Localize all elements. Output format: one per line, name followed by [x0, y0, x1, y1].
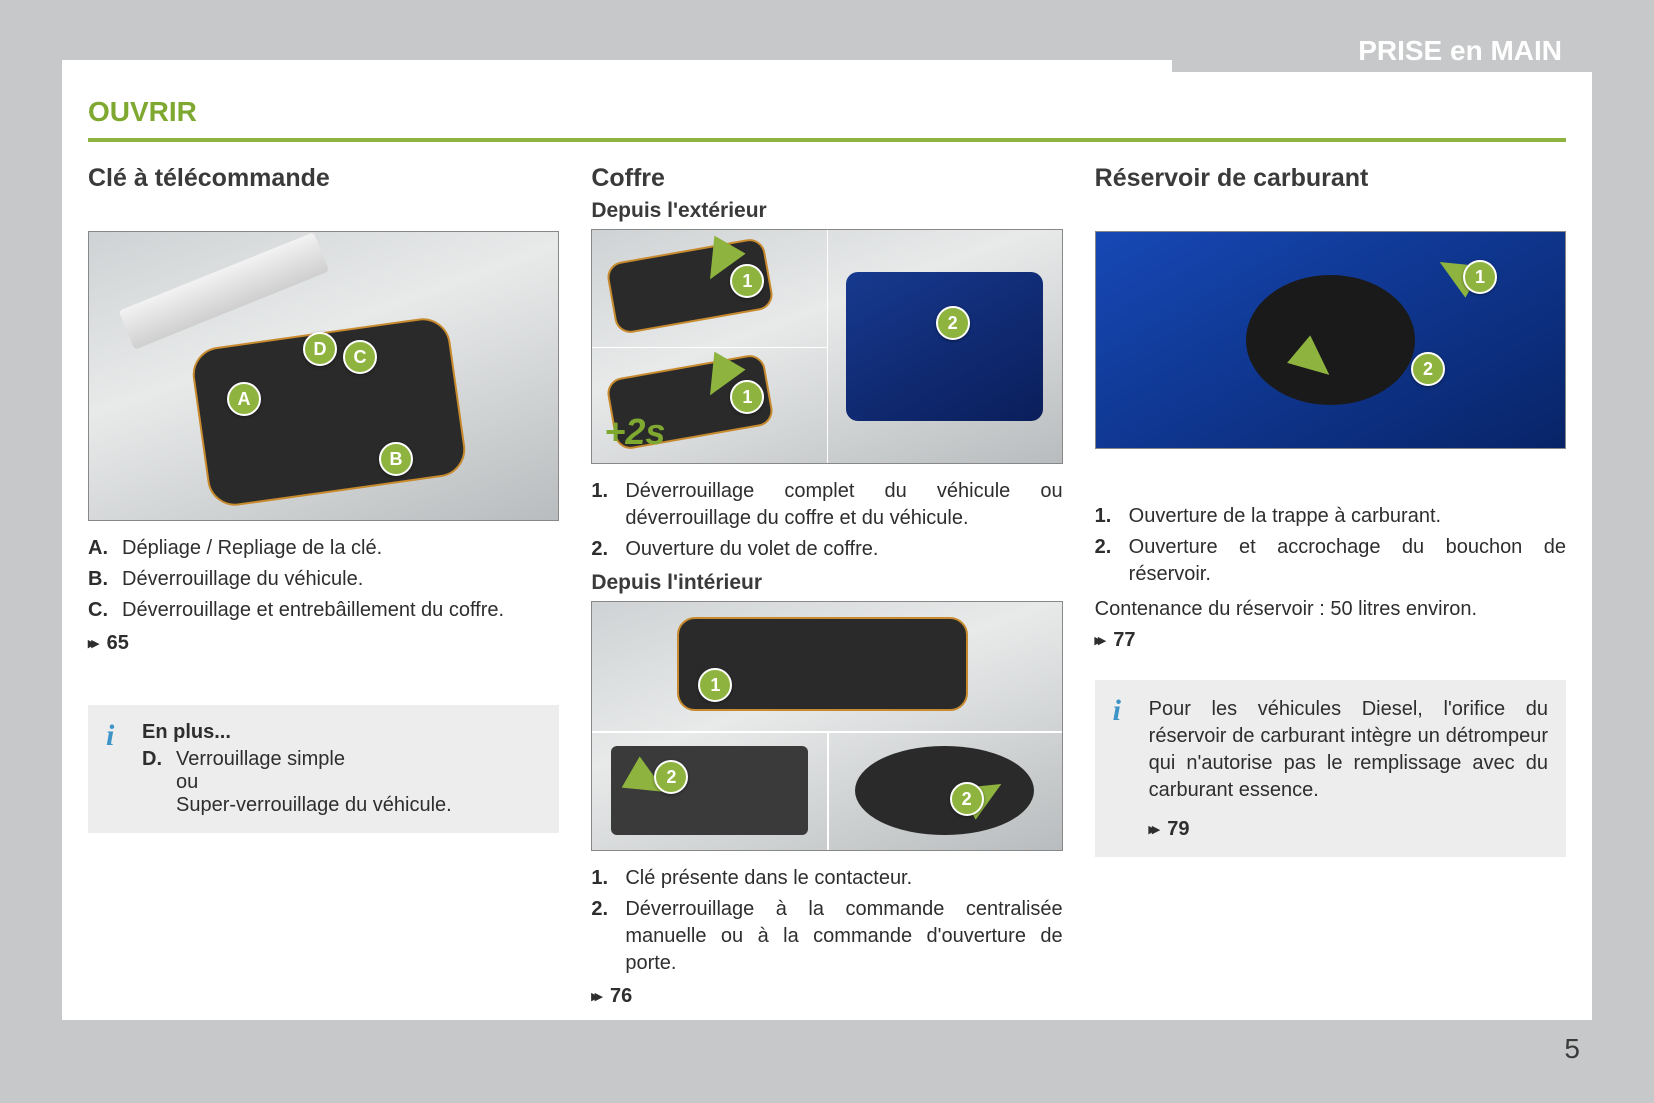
- item-label: C.: [88, 597, 122, 624]
- key-illustration: A B C D: [88, 231, 559, 521]
- page-content: OUVRIR Clé à télécommande A B C D A.Dépl…: [62, 60, 1592, 1028]
- trunk-int-illustration: 1 2 2: [591, 601, 1062, 851]
- ref-number: 79: [1167, 818, 1189, 840]
- item-text: Clé présente dans le contacteur.: [625, 865, 912, 892]
- columns: Clé à télécommande A B C D A.Dépliage / …: [88, 164, 1566, 1008]
- car-rear-shape: [846, 272, 1043, 421]
- info-box-key: i En plus... D.Verrouillage simple ou Su…: [88, 705, 559, 833]
- item-label: 1.: [591, 865, 625, 892]
- item-label: 2.: [591, 896, 625, 977]
- marker-d: D: [303, 332, 337, 366]
- section-title: OUVRIR: [88, 96, 1566, 128]
- info-icon: i: [1113, 694, 1121, 728]
- marker-a: A: [227, 382, 261, 416]
- ref-number: 77: [1113, 629, 1135, 651]
- info-d-text: Verrouillage simple: [176, 748, 345, 771]
- door-handle-shape: [855, 746, 1033, 835]
- marker-1: 1: [1463, 260, 1497, 294]
- col1-title: Clé à télécommande: [88, 164, 559, 193]
- col2-int-list: 1.Clé présente dans le contacteur. 2.Dév…: [591, 865, 1062, 977]
- list-item: C.Déverrouillage et entrebâillement du c…: [88, 597, 559, 624]
- item-text: Ouverture et accrochage du bouchon de ré…: [1129, 534, 1566, 588]
- ref-arrow-icon: ▸▸: [1095, 631, 1102, 649]
- list-item: B.Déverrouillage du véhicule.: [88, 566, 559, 593]
- fuel-illustration: 1 2: [1095, 231, 1566, 449]
- ref-arrow-icon: ▸▸: [1149, 820, 1156, 838]
- fuel-capacity: Contenance du réservoir : 50 litres envi…: [1095, 596, 1566, 623]
- list-item: 2.Déverrouillage à la commande centralis…: [591, 896, 1062, 977]
- col2-sub1: Depuis l'extérieur: [591, 199, 1062, 223]
- marker-c: C: [343, 340, 377, 374]
- page-ref: ▸▸ 79: [1149, 818, 1548, 841]
- list-item: A.Dépliage / Repliage de la clé.: [88, 535, 559, 562]
- col2-title: Coffre: [591, 164, 1062, 193]
- marker-2b: 2: [950, 782, 984, 816]
- page-ref: ▸▸ 77: [1095, 629, 1566, 652]
- divider: [592, 347, 827, 348]
- fuel-cap-shape: [1246, 275, 1415, 405]
- item-text: Ouverture de la trappe à carburant.: [1129, 503, 1441, 530]
- col3-title: Réservoir de carburant: [1095, 164, 1566, 193]
- two-seconds-label: +2s: [604, 411, 665, 453]
- item-label: 2.: [1095, 534, 1129, 588]
- marker-2: 2: [1411, 352, 1445, 386]
- info-icon: i: [106, 719, 114, 753]
- col-key: Clé à télécommande A B C D A.Dépliage / …: [88, 164, 559, 1008]
- col2-sub2: Depuis l'intérieur: [591, 571, 1062, 595]
- item-label: 1.: [591, 478, 625, 532]
- item-text: Déverrouillage complet du véhicule ou dé…: [625, 478, 1062, 532]
- marker-b: B: [379, 442, 413, 476]
- ref-number: 76: [610, 985, 632, 1007]
- trunk-ext-illustration: 1 1 2 +2s: [591, 229, 1062, 464]
- page-ref: ▸▸ 65: [88, 632, 559, 655]
- info-box-fuel: i Pour les véhicules Diesel, l'orifice d…: [1095, 680, 1566, 857]
- list-item: 2.Ouverture et accrochage du bouchon de …: [1095, 534, 1566, 588]
- marker-2: 2: [936, 306, 970, 340]
- item-text: Ouverture du volet de coffre.: [625, 536, 878, 563]
- ref-arrow-icon: ▸▸: [591, 987, 598, 1005]
- item-text: Déverrouillage et entrebâillement du cof…: [122, 597, 504, 624]
- list-item: 1.Clé présente dans le contacteur.: [591, 865, 1062, 892]
- item-label: 2.: [591, 536, 625, 563]
- item-text: Dépliage / Repliage de la clé.: [122, 535, 382, 562]
- divider: [827, 731, 829, 850]
- manual-page: PRISE en MAIN OUVRIR Clé à télécommande …: [62, 60, 1592, 1020]
- info-alt: Super-verrouillage du véhicule.: [142, 794, 541, 817]
- info-text: Pour les véhicules Diesel, l'orifice du …: [1149, 696, 1548, 804]
- info-or: ou: [142, 771, 541, 794]
- col3-list: 1.Ouverture de la trappe à carburant. 2.…: [1095, 503, 1566, 588]
- title-underline: [88, 138, 1566, 142]
- list-item: 1.Ouverture de la trappe à carburant.: [1095, 503, 1566, 530]
- divider: [827, 230, 828, 463]
- info-d-label: D.: [142, 748, 176, 771]
- page-ref: ▸▸ 76: [591, 985, 1062, 1008]
- col-trunk: Coffre Depuis l'extérieur 1 1 2 +2s 1.: [591, 164, 1062, 1008]
- item-text: Déverrouillage à la commande centralisée…: [625, 896, 1062, 977]
- list-item: 2.Ouverture du volet de coffre.: [591, 536, 1062, 563]
- item-text: Déverrouillage du véhicule.: [122, 566, 363, 593]
- col1-list: A.Dépliage / Repliage de la clé. B.Déver…: [88, 535, 559, 624]
- item-label: 1.: [1095, 503, 1129, 530]
- section-header: PRISE en MAIN: [1172, 30, 1592, 72]
- item-label: B.: [88, 566, 122, 593]
- info-title: En plus...: [142, 721, 541, 744]
- list-item: 1.Déverrouillage complet du véhicule ou …: [591, 478, 1062, 532]
- key-blade-shape: [119, 232, 329, 350]
- ref-arrow-icon: ▸▸: [88, 634, 95, 652]
- page-number: 5: [1564, 1033, 1580, 1065]
- ref-number: 65: [107, 632, 129, 654]
- item-label: A.: [88, 535, 122, 562]
- col-fuel: Réservoir de carburant 1 2 1.Ouverture d…: [1095, 164, 1566, 1008]
- col2-ext-list: 1.Déverrouillage complet du véhicule ou …: [591, 478, 1062, 563]
